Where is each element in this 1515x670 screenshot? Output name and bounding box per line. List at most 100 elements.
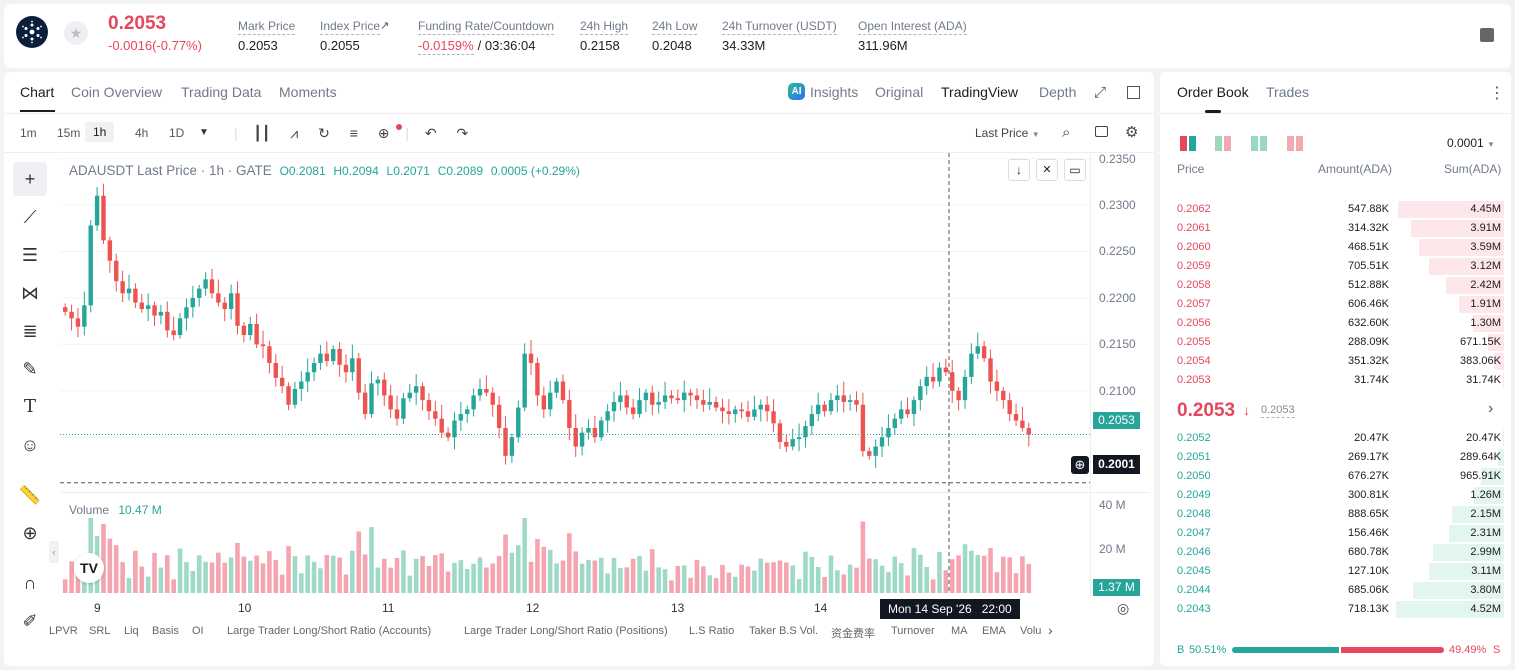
price-type-select[interactable]: Last Price ▼ [975, 126, 1040, 140]
settings-gear-icon[interactable]: ⚙ [1125, 124, 1139, 141]
template-icon[interactable]: ≡ [349, 125, 358, 141]
favorite-star-icon[interactable]: ★ [64, 21, 88, 45]
ask-row[interactable]: 0.2059 705.51K 3.12M [1172, 257, 1504, 276]
indicator-tab[interactable]: Basis [152, 625, 179, 637]
more-options-icon[interactable]: ⋮ [1489, 85, 1505, 102]
fib-icon[interactable]: ≣ [22, 321, 38, 341]
candlestick-chart[interactable] [60, 153, 1090, 593]
precision-select[interactable]: 0.0001 ▼ [1447, 136, 1495, 150]
view-mixed-icon[interactable] [1215, 136, 1231, 151]
ask-row[interactable]: 0.2053 31.74K 31.74K [1172, 371, 1504, 390]
collapse-tools-icon[interactable]: ‹ [49, 541, 59, 563]
timeframe-1m[interactable]: 1m [20, 126, 37, 140]
indicator-tab[interactable]: MA [951, 625, 968, 637]
candle-body [956, 390, 961, 401]
bid-row[interactable]: 0.2048 888.65K 2.15M [1172, 505, 1504, 524]
fullscreen-icon[interactable]: ▭ [1064, 159, 1086, 181]
mid-chevron-icon[interactable]: › [1488, 400, 1494, 417]
timeframe-15m[interactable]: 15m [57, 126, 81, 140]
pattern-icon[interactable]: ⋈ [21, 283, 39, 303]
indicator-tab[interactable]: LPVR [49, 625, 78, 637]
trendline-icon[interactable]: ⟋ [23, 207, 37, 227]
ruler-icon[interactable]: 📏 [18, 485, 42, 505]
ask-row[interactable]: 0.2054 351.32K 383.06K [1172, 352, 1504, 371]
ask-row[interactable]: 0.2062 547.88K 4.45M [1172, 200, 1504, 219]
emoji-icon[interactable]: ☺ [20, 435, 40, 455]
view-bids-icon[interactable] [1251, 136, 1267, 151]
crosshair-icon[interactable]: + [13, 162, 47, 196]
bid-row[interactable]: 0.2050 676.27K 965.91K [1172, 467, 1504, 486]
notebook-icon[interactable] [1480, 28, 1494, 42]
bid-row[interactable]: 0.2049 300.81K 1.26M [1172, 486, 1504, 505]
crosshair-add-icon[interactable]: ⊕ [1071, 456, 1089, 474]
ask-row[interactable]: 0.2061 314.32K 3.91M [1172, 219, 1504, 238]
indicator-tab[interactable]: Taker B.S Vol. [749, 625, 819, 637]
collapse-icon[interactable]: ✕ [1036, 159, 1058, 181]
bid-row[interactable]: 0.2051 269.17K 289.64K [1172, 448, 1504, 467]
indicator-tab[interactable]: OI [192, 625, 204, 637]
bid-row[interactable]: 0.2047 156.46K 2.31M [1172, 524, 1504, 543]
timeframe-dropdown-icon[interactable]: ▼ [199, 127, 209, 138]
ask-row[interactable]: 0.2057 606.46K 1.91M [1172, 295, 1504, 314]
chart-tab[interactable]: Coin Overview [71, 84, 163, 100]
chart-tab[interactable]: Moments [279, 84, 337, 100]
replay-icon[interactable]: ↻ [318, 125, 330, 141]
bid-row[interactable]: 0.2044 685.06K 3.80M [1172, 581, 1504, 600]
chart-tab[interactable]: Chart [20, 84, 55, 100]
add-alert-icon[interactable]: ⊕ [377, 125, 390, 141]
brush-icon[interactable]: ✎ [22, 359, 38, 379]
scroll-down-icon[interactable]: ↓ [1008, 159, 1030, 181]
indicator-tab[interactable]: Liq [124, 625, 139, 637]
time-settings-icon[interactable]: ◎ [1117, 600, 1130, 616]
timeframe-1h[interactable]: 1h [85, 122, 115, 142]
candle-type-icon[interactable]: ┃┃ [253, 125, 271, 141]
row-amount: 288.09K [1348, 336, 1389, 348]
view-tab[interactable]: Original [875, 84, 924, 100]
indicator-tab[interactable]: L.S Ratio [689, 625, 735, 637]
magnet-icon[interactable]: ∩ [23, 573, 37, 593]
ask-row[interactable]: 0.2060 468.51K 3.59M [1172, 238, 1504, 257]
ask-row[interactable]: 0.2058 512.88K 2.42M [1172, 276, 1504, 295]
ask-row[interactable]: 0.2056 632.60K 1.30M [1172, 314, 1504, 333]
volume-bar [701, 566, 706, 593]
view-tab[interactable]: TradingView [941, 84, 1019, 100]
bid-row[interactable]: 0.2052 20.47K 20.47K [1172, 429, 1504, 448]
volume-bar [981, 555, 987, 593]
indicator-tab[interactable]: EMA [982, 625, 1006, 637]
chart-tab[interactable]: Trading Data [181, 84, 262, 100]
view-tab[interactable]: Depth [1039, 84, 1077, 100]
indicator-tab[interactable]: SRL [89, 625, 111, 637]
view-asks-icon[interactable] [1287, 136, 1303, 151]
bid-row[interactable]: 0.2046 680.78K 2.99M [1172, 543, 1504, 562]
redo-icon[interactable]: ↷ [456, 125, 469, 141]
zoom-in-icon[interactable]: ⊕ [22, 523, 38, 543]
search-icon[interactable]: ⌕ [1062, 124, 1071, 141]
horizontal-lines-icon[interactable]: ☰ [21, 245, 39, 265]
indicator-tab[interactable]: Turnover [891, 625, 935, 637]
timeframe-4h[interactable]: 4h [135, 126, 149, 140]
candle-body [190, 297, 196, 308]
indicator-scroll-right-icon[interactable]: › [1048, 622, 1053, 638]
indicator-tab[interactable]: Volu [1020, 625, 1042, 637]
view-both-icon[interactable] [1180, 136, 1196, 151]
view-tab[interactable]: Insights [810, 84, 859, 100]
tab-order-book[interactable]: Order Book [1177, 84, 1249, 100]
row-price: 0.2047 [1177, 527, 1211, 539]
text-tool-icon[interactable]: T [23, 396, 36, 417]
window-icon[interactable] [1127, 86, 1140, 99]
tab-trades[interactable]: Trades [1266, 84, 1310, 100]
bid-row[interactable]: 0.2045 127.10K 3.11M [1172, 562, 1504, 581]
ask-row[interactable]: 0.2055 288.09K 671.15K [1172, 333, 1504, 352]
indicator-tab[interactable]: Large Trader Long/Short Ratio (Positions… [464, 625, 668, 637]
pencil-lock-icon[interactable]: ✐ [22, 611, 38, 631]
bid-row[interactable]: 0.2043 718.13K 4.52M [1172, 600, 1504, 619]
expand-icon[interactable]: ⤢ [1094, 84, 1107, 101]
indicator-icon[interactable]: ⩘ [290, 125, 299, 141]
undo-icon[interactable]: ↶ [424, 125, 437, 141]
indicator-tab[interactable]: Large Trader Long/Short Ratio (Accounts) [227, 625, 432, 637]
indicator-tab[interactable]: 资金费率 [831, 628, 875, 640]
camera-icon[interactable] [1095, 126, 1108, 137]
timeframe-1D[interactable]: 1D [169, 126, 185, 140]
candle-body [796, 437, 802, 440]
depth-bar [1502, 430, 1504, 447]
